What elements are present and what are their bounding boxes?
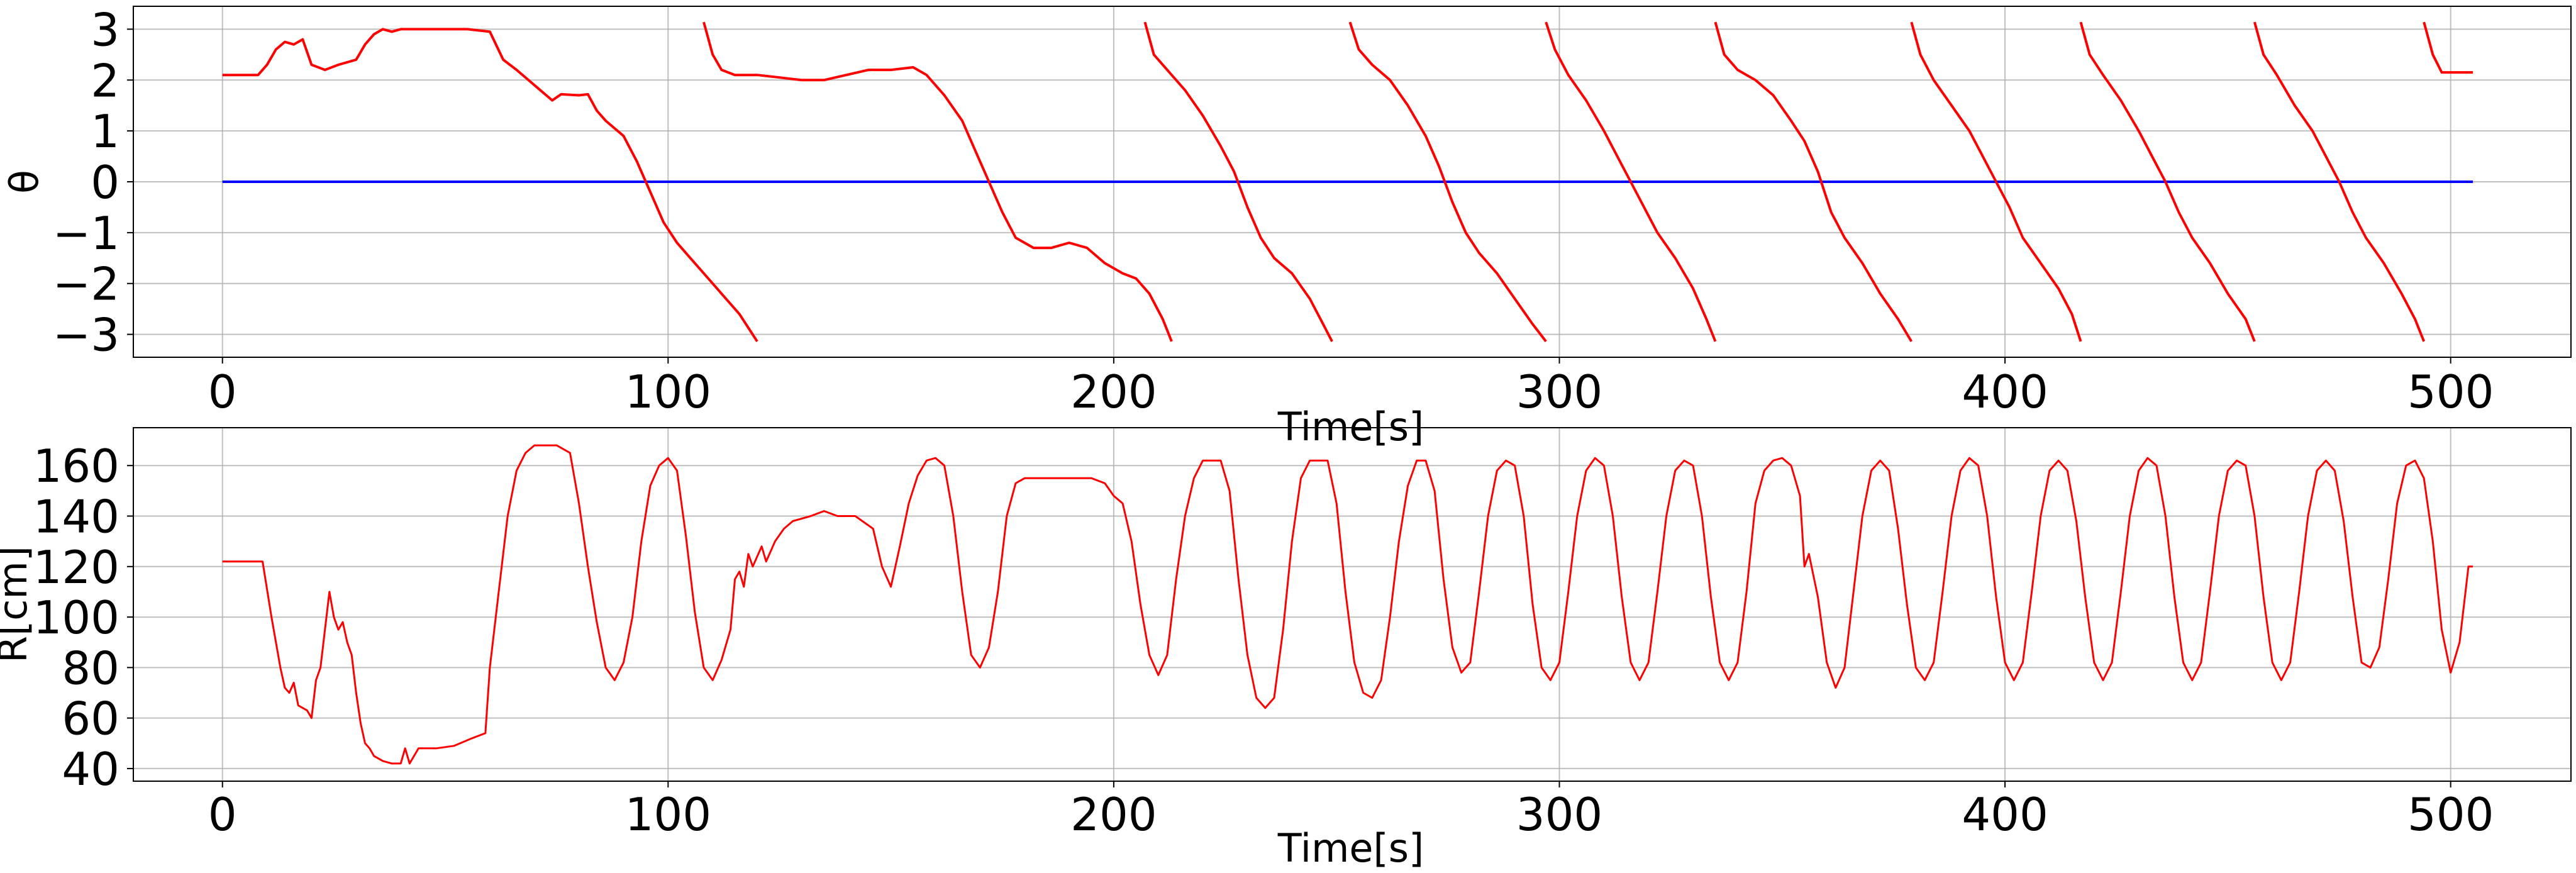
series-line (1545, 21, 1717, 342)
series-line (1143, 21, 1333, 342)
series-line (2423, 21, 2473, 74)
x-tick-label: 0 (208, 788, 237, 841)
x-tick-label: 400 (1962, 788, 2048, 841)
x-tick-label: 100 (625, 365, 711, 418)
x-tick-label: 200 (1070, 365, 1157, 418)
y-tick-label: 120 (33, 541, 119, 594)
series-line (222, 444, 2473, 765)
series-line (702, 21, 1173, 342)
x-tick-label: 0 (208, 365, 237, 418)
x-tick-label: 500 (2407, 365, 2494, 418)
plot-frame (133, 427, 2572, 782)
y-tick-label: −1 (53, 207, 119, 260)
y-tick-label: 60 (62, 692, 119, 745)
series-line (1910, 21, 2082, 342)
y-tick-label: 160 (33, 440, 119, 492)
y-axis-label: θ (1, 170, 47, 194)
plot-frame (133, 6, 2572, 358)
radius-panel: 0 100 200 300 400 500160140120100806040Time[s… (0, 427, 2572, 871)
y-tick-label: 80 (62, 642, 119, 694)
x-axis-label: Time[s] (1277, 404, 1424, 450)
y-tick-label: 40 (62, 743, 119, 796)
series-line (2079, 21, 2256, 342)
series-line (2253, 21, 2426, 342)
y-axis-label: R[cm] (0, 546, 36, 663)
y-tick-label: 2 (91, 54, 119, 107)
y-tick-label: −2 (53, 258, 119, 311)
x-tick-label: 300 (1516, 788, 1602, 841)
y-tick-label: 0 (91, 156, 119, 209)
x-axis-label: Time[s] (1277, 825, 1424, 871)
x-tick-label: 300 (1516, 365, 1602, 418)
y-tick-label: −3 (53, 309, 119, 362)
x-tick-label: 400 (1962, 365, 2048, 418)
series-line (222, 28, 758, 342)
y-tick-label: 3 (91, 3, 119, 56)
x-tick-label: 200 (1070, 788, 1157, 841)
y-tick-label: 100 (33, 591, 119, 644)
x-tick-label: 100 (625, 788, 711, 841)
y-tick-label: 1 (91, 105, 119, 158)
y-tick-label: 140 (33, 491, 119, 543)
x-tick-label: 500 (2407, 788, 2494, 841)
series-line (1714, 21, 1913, 342)
series-line (1348, 21, 1547, 343)
